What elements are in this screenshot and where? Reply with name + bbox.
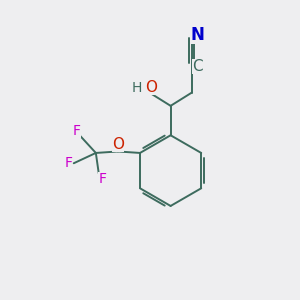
Text: N: N — [190, 26, 204, 44]
Text: H: H — [132, 81, 142, 95]
Text: F: F — [73, 124, 81, 138]
Text: O: O — [145, 80, 157, 95]
Text: F: F — [64, 156, 73, 170]
Text: F: F — [98, 172, 106, 186]
Text: O: O — [112, 137, 124, 152]
Text: C: C — [192, 58, 203, 74]
